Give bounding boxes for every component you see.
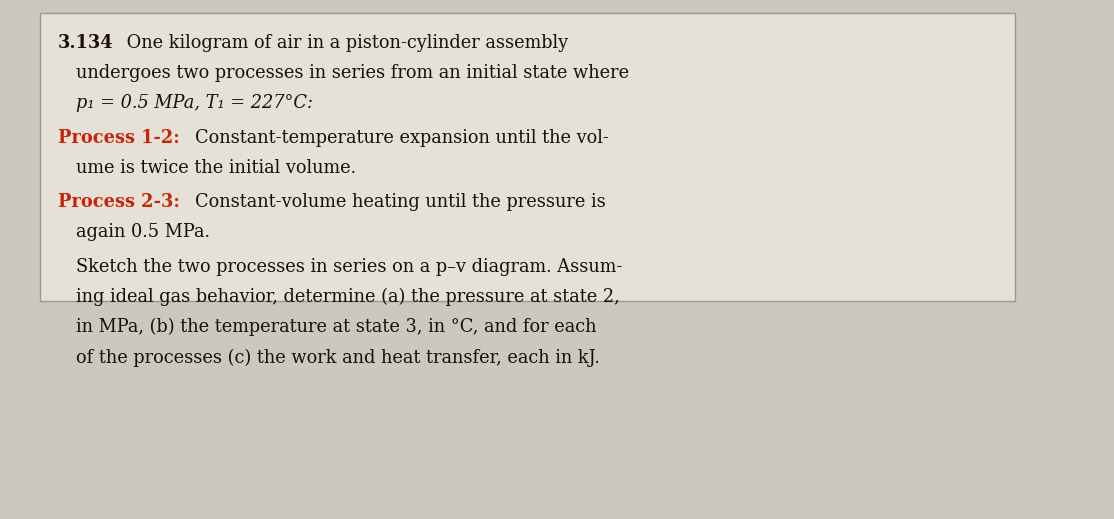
Text: ume is twice the initial volume.: ume is twice the initial volume. [76, 159, 355, 176]
Text: Process 2-3:: Process 2-3: [58, 193, 179, 211]
Text: p₁ = 0.5 MPa, T₁ = 227°C:: p₁ = 0.5 MPa, T₁ = 227°C: [76, 94, 313, 112]
Text: again 0.5 MPa.: again 0.5 MPa. [76, 223, 209, 241]
Text: One kilogram of air in a piston-cylinder assembly: One kilogram of air in a piston-cylinder… [121, 34, 568, 52]
Text: 3.134: 3.134 [58, 34, 114, 52]
Text: Process 1-2:: Process 1-2: [58, 129, 179, 146]
Text: Constant-volume heating until the pressure is: Constant-volume heating until the pressu… [195, 193, 606, 211]
Text: in MPa, (b) the temperature at state 3, in °C, and for each: in MPa, (b) the temperature at state 3, … [76, 318, 596, 336]
Text: Constant-temperature expansion until the vol-: Constant-temperature expansion until the… [195, 129, 609, 146]
Text: of the processes (c) the work and heat transfer, each in kJ.: of the processes (c) the work and heat t… [76, 348, 599, 366]
Text: Sketch the two processes in series on a p–v diagram. Assum-: Sketch the two processes in series on a … [76, 258, 622, 276]
Text: ing ideal gas behavior, determine (a) the pressure at state 2,: ing ideal gas behavior, determine (a) th… [76, 288, 619, 306]
Text: undergoes two processes in series from an initial state where: undergoes two processes in series from a… [76, 64, 629, 82]
